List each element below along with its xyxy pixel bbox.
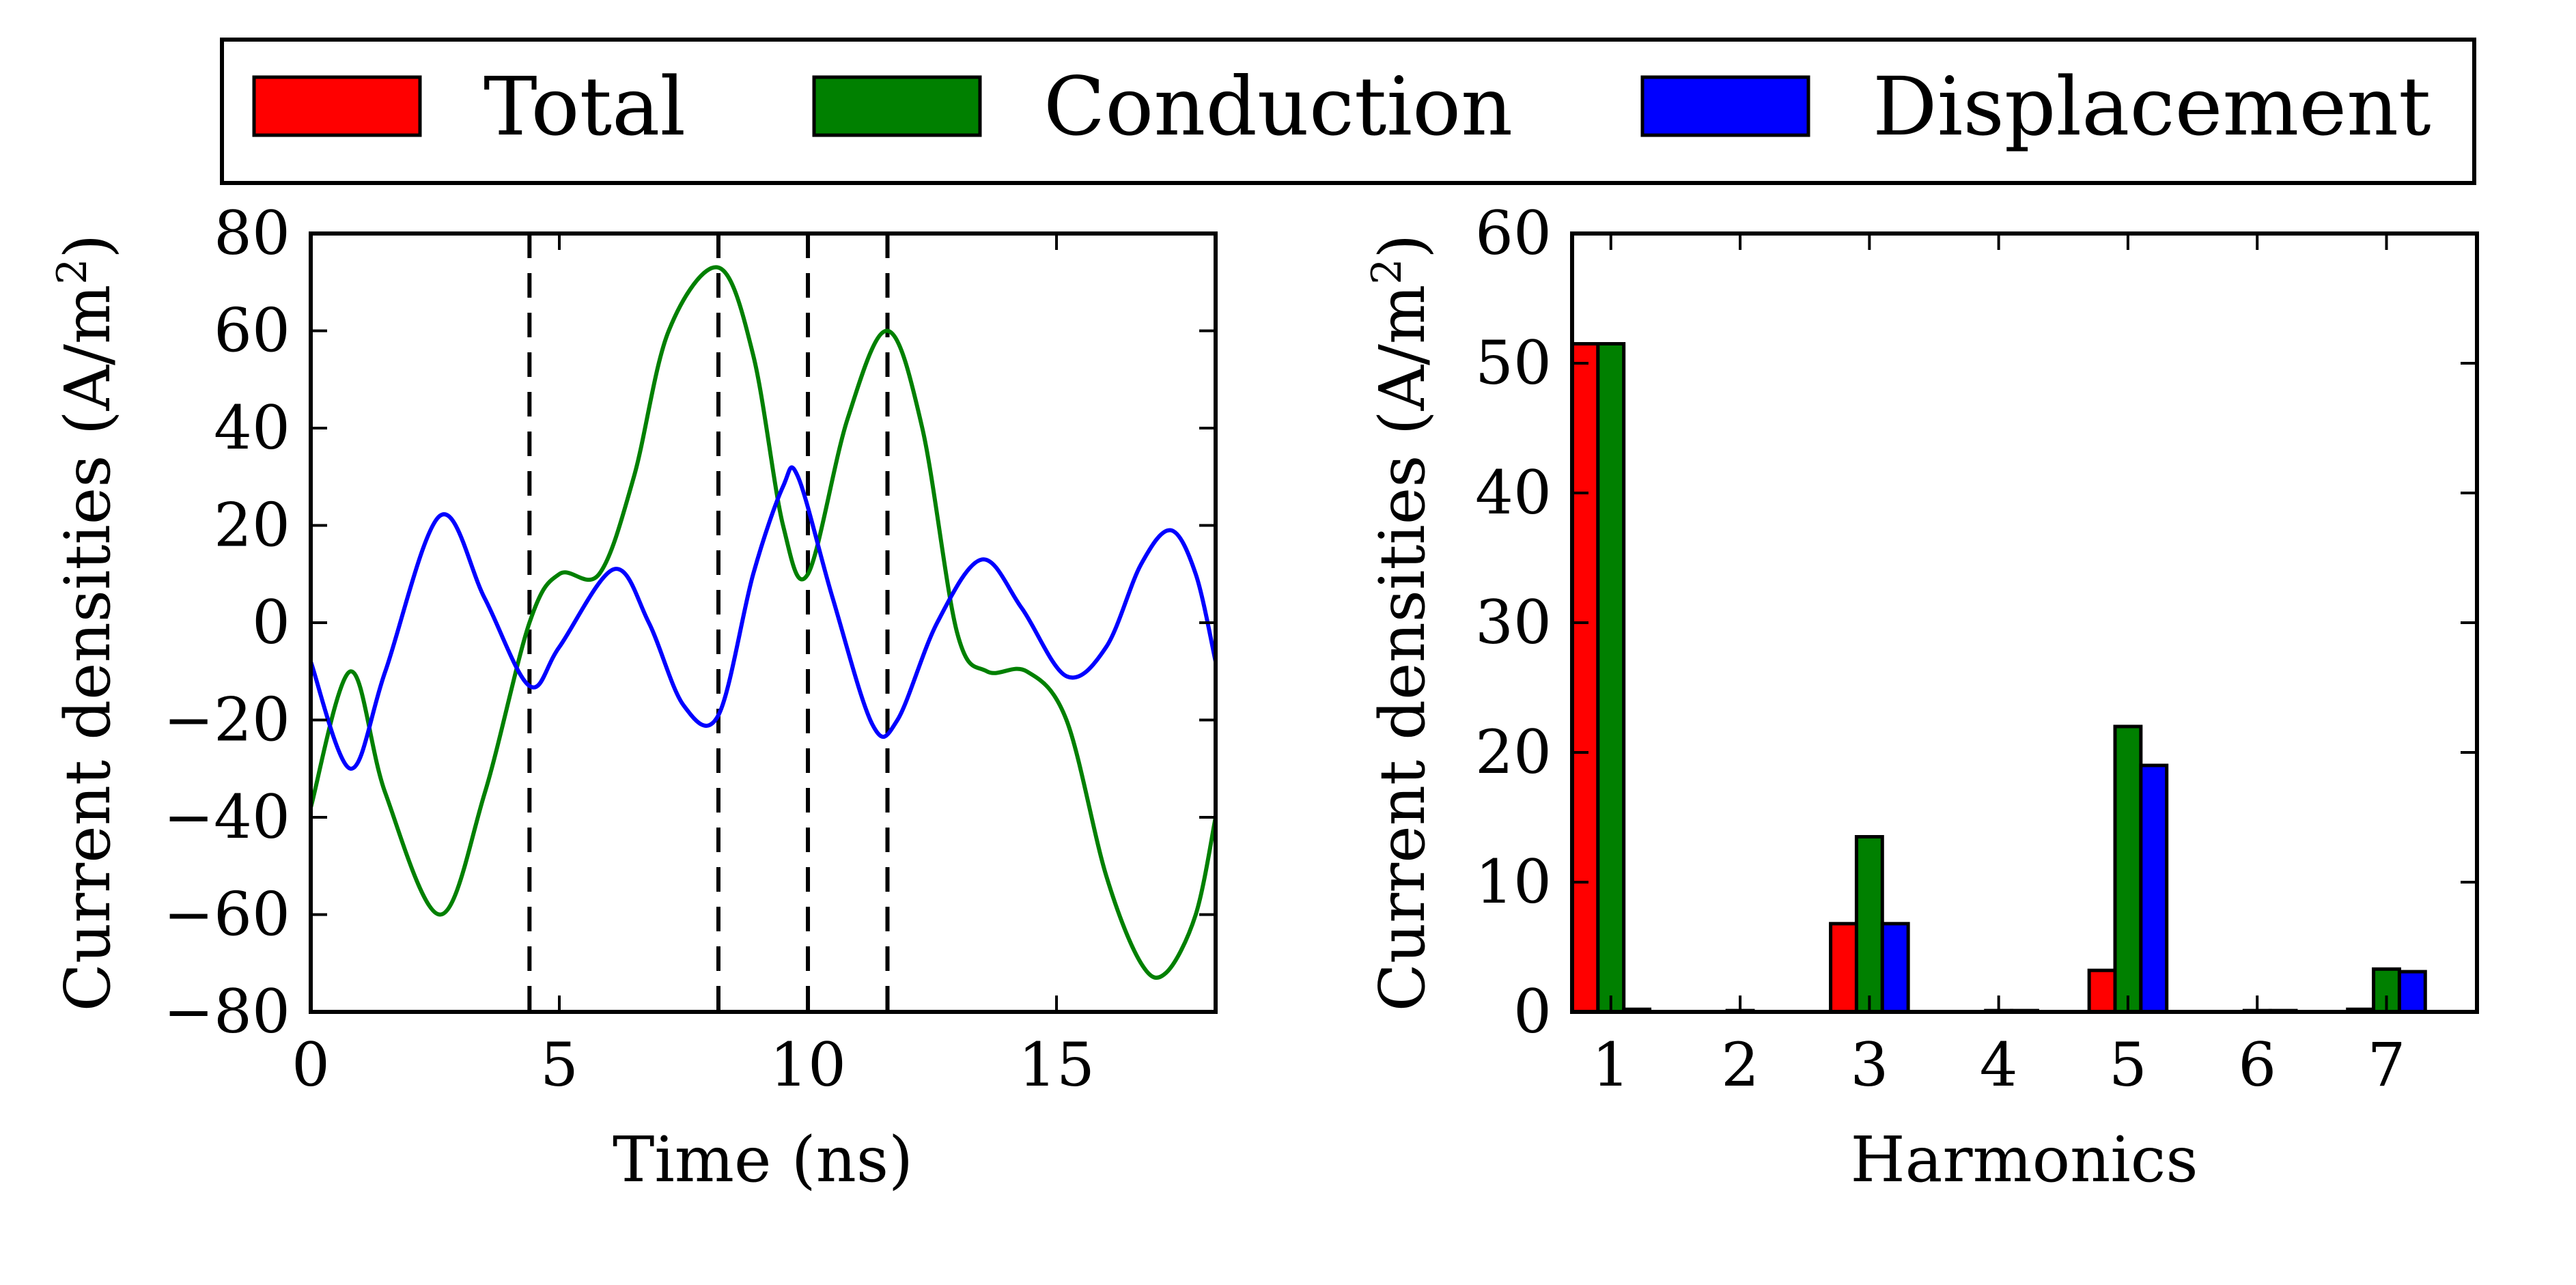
line-chart-ytick-label-1: −60 (163, 879, 290, 950)
line-chart-frame (309, 231, 1218, 1014)
line-chart-ytick-label-2: −40 (163, 782, 290, 852)
legend-swatch-total (252, 75, 422, 137)
bar-conduction-h5 (2113, 724, 2143, 1014)
line-chart-ytick-label-4: 0 (252, 587, 290, 658)
bar-chart-xtick-label-3: 4 (1980, 1030, 2018, 1100)
bar-chart-ytick-label-4: 40 (1475, 457, 1552, 528)
bar-chart-ylabel-end: ) (1366, 234, 1439, 259)
legend-label-conduction: Conduction (1044, 59, 1513, 154)
bar-chart-xlabel: Harmonics (1850, 1123, 2198, 1196)
bar-chart-xtick-label-1: 2 (1721, 1030, 1759, 1100)
line-chart-marks: 0 5 10 15 −80 −60 −40 −20 0 20 40 60 80 (163, 198, 1218, 1100)
bar-chart-ytick-label-1: 10 (1475, 847, 1552, 917)
bar-chart-ylabel-sup: 2 (1363, 259, 1411, 285)
legend-label-total: Total (484, 59, 686, 154)
line-chart-ytick-label-5: 20 (214, 490, 290, 561)
bar-total-h3 (1829, 922, 1858, 1014)
line-series-conduction (309, 265, 1218, 980)
line-series-displacement (309, 465, 1218, 771)
bar-chart-xtick-label-2: 3 (1850, 1030, 1888, 1100)
legend-swatch-conduction (812, 75, 982, 137)
line-chart: 0 5 10 15 −80 −60 −40 −20 0 20 40 60 80 Time (ns) Cu… (48, 198, 1218, 1196)
bar-chart-xtick-label-4: 5 (2109, 1030, 2147, 1100)
legend-swatch-displacement (1640, 75, 1810, 137)
legend-box (220, 38, 2476, 185)
legend: Total Conduction Displacement (220, 38, 2476, 185)
line-chart-ylabel-main: Current densities (A/m (51, 285, 124, 1012)
line-chart-ylabel-sup: 2 (48, 259, 96, 285)
bar-chart-xtick-label-6: 7 (2368, 1030, 2406, 1100)
bar-chart-ytick-label-6: 60 (1475, 198, 1552, 268)
line-chart-ylabel: Current densities (A/m2) (48, 234, 124, 1012)
bar-chart: 1 2 3 4 5 6 7 0 10 20 30 40 50 60 Harmonics Current d… (1363, 198, 2479, 1196)
line-chart-ytick-label-6: 40 (214, 393, 290, 463)
bar-conduction-h1 (1596, 342, 1626, 1014)
bar-chart-ylabel: Current densities (A/m2) (1363, 234, 1439, 1012)
bar-total-h1 (1570, 342, 1600, 1014)
line-chart-xtick-label-2: 10 (770, 1030, 846, 1100)
bar-conduction-h3 (1854, 835, 1884, 1014)
bar-chart-frame (1570, 231, 2479, 1014)
bar-chart-ytick-label-0: 0 (1513, 976, 1552, 1047)
line-chart-ytick-label-8: 80 (214, 198, 290, 268)
bar-displacement-h7 (2397, 970, 2427, 1014)
line-chart-xtick-label-3: 15 (1018, 1030, 1095, 1100)
bar-total-h5 (2087, 968, 2117, 1014)
bar-chart-ytick-label-5: 50 (1475, 328, 1552, 398)
bar-chart-xtick-label-0: 1 (1592, 1030, 1630, 1100)
bar-chart-ytick-label-3: 30 (1475, 587, 1552, 658)
legend-label-displacement: Displacement (1873, 59, 2431, 154)
bar-chart-xtick-label-5: 6 (2238, 1030, 2276, 1100)
line-chart-ytick-label-7: 60 (214, 296, 290, 366)
line-chart-ytick-label-3: −20 (163, 685, 290, 755)
line-chart-xlabel: Time (ns) (613, 1123, 913, 1196)
line-chart-ytick-label-0: −80 (163, 976, 290, 1047)
line-chart-xtick-label-1: 5 (540, 1030, 578, 1100)
bar-chart-marks: 1 2 3 4 5 6 7 0 10 20 30 40 50 60 (1475, 198, 2477, 1100)
line-chart-ylabel-end: ) (51, 234, 124, 259)
bar-displacement-h5 (2139, 763, 2169, 1014)
bar-displacement-h3 (1880, 922, 1910, 1014)
line-chart-xtick-label-0: 0 (292, 1030, 330, 1100)
bar-chart-ytick-label-2: 20 (1475, 717, 1552, 787)
bar-chart-ylabel-main: Current densities (A/m (1366, 285, 1439, 1012)
